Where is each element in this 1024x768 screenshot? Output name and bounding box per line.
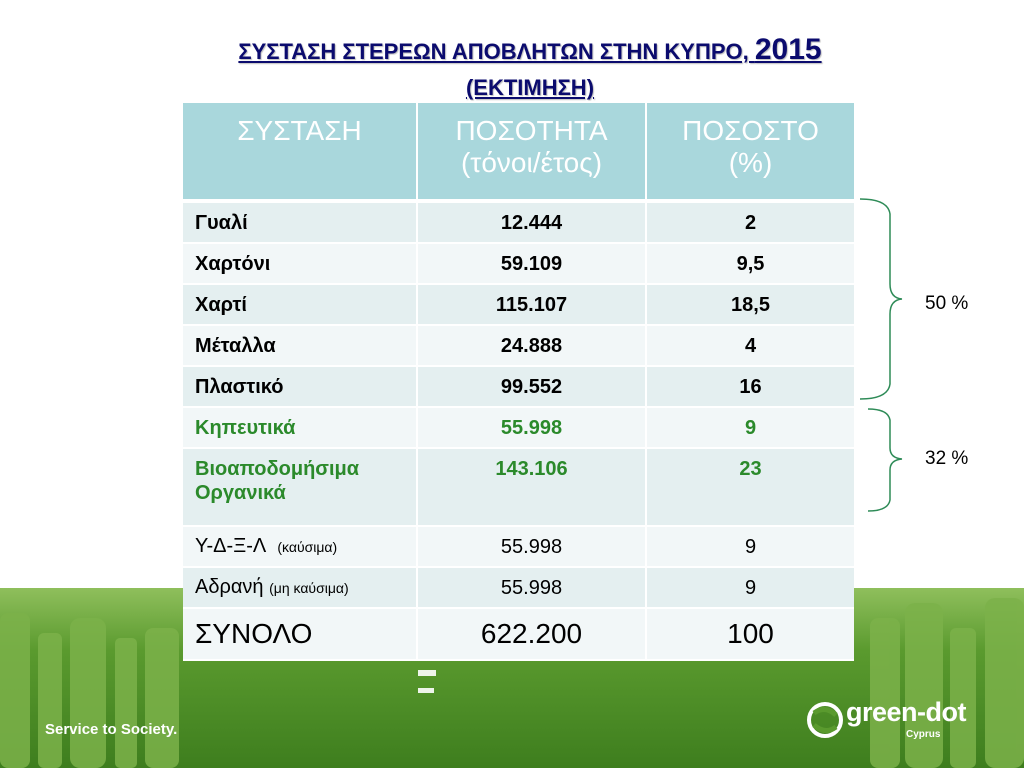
green-dot-symbol-icon — [807, 702, 843, 738]
bracket-organics — [867, 408, 903, 512]
header-percent: ΠΟΣΟΣΤΟ (%) — [646, 103, 854, 203]
total-percent: 100 — [646, 608, 854, 661]
row-quantity: 55.998 — [417, 407, 647, 449]
logo-subtitle: Cyprus — [906, 729, 941, 740]
header-composition: ΣΥΣΤΑΣΗ — [183, 103, 418, 203]
total-name: ΣΥΝΟΛΟ — [183, 608, 418, 661]
row-note: (μη καύσιμα) — [269, 580, 349, 596]
title-year: 2015 — [754, 33, 822, 66]
row-percent: 4 — [646, 325, 854, 367]
bottles-silhouette — [0, 598, 1024, 768]
row-quantity: 143.106 — [417, 448, 647, 527]
table-total-row: ΣΥΝΟΛΟ 622.200 100 — [183, 608, 854, 661]
green-dot-logo: green-dot Cyprus — [806, 697, 986, 743]
table-row: Κηπευτικά 55.998 9 — [183, 407, 854, 449]
row-quantity: 115.107 — [417, 284, 647, 326]
table-row: Χαρτί 115.107 18,5 — [183, 284, 854, 326]
total-quantity: 622.200 — [417, 608, 647, 661]
row-percent: 9 — [646, 407, 854, 449]
composition-table: ΣΥΣΤΑΣΗ ΠΟΣΟΤΗΤΑ (τόνοι/έτος) ΠΟΣΟΣΤΟ (%) … — [183, 103, 854, 661]
table-row: Πλαστικό 99.552 16 — [183, 366, 854, 408]
row-percent: 23 — [646, 448, 854, 527]
table-header-row: ΣΥΣΤΑΣΗ ΠΟΣΟΤΗΤΑ (τόνοι/έτος) ΠΟΣΟΣΤΟ (%) — [183, 103, 854, 203]
row-name: Χαρτί — [183, 284, 418, 326]
table-row: Γυαλί 12.444 2 — [183, 201, 854, 244]
table-row: Βιοαποδομήσιμα Οργανικά 143.106 23 — [183, 448, 854, 527]
table-row: Μέταλλα 24.888 4 — [183, 325, 854, 367]
row-quantity: 99.552 — [417, 366, 647, 408]
header-quantity: ΠΟΣΟΤΗΤΑ (τόνοι/έτος) — [417, 103, 647, 203]
row-name: Μέταλλα — [183, 325, 418, 367]
table-row: Υ-Δ-Ξ-Λ (καύσιμα) 55.998 9 — [183, 526, 854, 568]
percent-recyclables-label: 50 % — [925, 293, 969, 314]
title-line1: ΣΥΣΤΑΣΗ ΣΤΕΡΕΩΝ ΑΠΟΒΛΗΤΩΝ ΣΤΗΝ ΚΥΠΡΟ, — [238, 39, 755, 64]
row-percent: 9 — [646, 567, 854, 609]
row-name: Αδρανή (μη καύσιμα) — [183, 567, 418, 609]
row-quantity: 24.888 — [417, 325, 647, 367]
row-percent: 9 — [646, 526, 854, 568]
row-quantity: 59.109 — [417, 243, 647, 285]
row-percent: 9,5 — [646, 243, 854, 285]
percent-organics-label: 32 % — [925, 448, 969, 469]
row-percent: 16 — [646, 366, 854, 408]
row-note: (καύσιμα) — [277, 539, 338, 555]
title-line2: (ΕΚΤΙΜΗΣΗ) — [465, 75, 595, 100]
row-percent: 2 — [646, 201, 854, 244]
table-row: Αδρανή (μη καύσιμα) 55.998 9 — [183, 567, 854, 609]
row-quantity: 12.444 — [417, 201, 647, 244]
row-name: Γυαλί — [183, 201, 418, 244]
slide-title: ΣΥΣΤΑΣΗ ΣΤΕΡΕΩΝ ΑΠΟΒΛΗΤΩΝ ΣΤΗΝ ΚΥΠΡΟ, 20… — [180, 32, 880, 106]
bracket-recyclables — [859, 198, 903, 400]
row-name: Χαρτόνι — [183, 243, 418, 285]
row-quantity: 55.998 — [417, 526, 647, 568]
row-name: Πλαστικό — [183, 366, 418, 408]
logo-name: green-dot — [846, 697, 967, 727]
row-name: Κηπευτικά — [183, 407, 418, 449]
row-name: Βιοαποδομήσιμα Οργανικά — [183, 448, 418, 527]
footer-slogan: Service to Society. — [45, 721, 178, 738]
row-percent: 18,5 — [646, 284, 854, 326]
table-row: Χαρτόνι 59.109 9,5 — [183, 243, 854, 285]
row-quantity: 55.998 — [417, 567, 647, 609]
row-name: Υ-Δ-Ξ-Λ (καύσιμα) — [183, 526, 418, 568]
